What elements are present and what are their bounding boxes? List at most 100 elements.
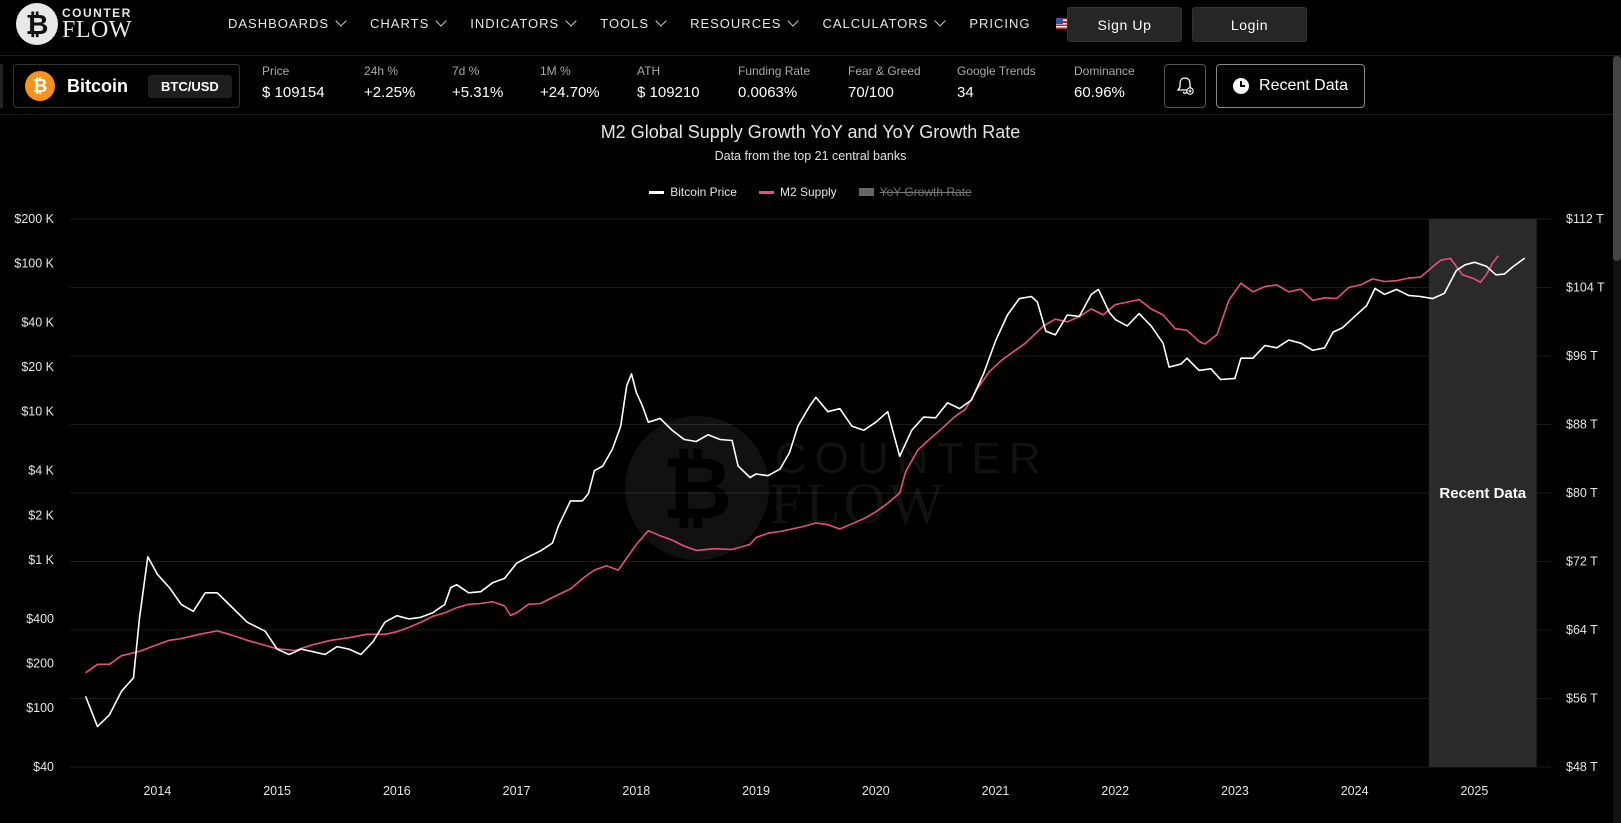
menu-label: CHARTS [370, 15, 430, 31]
legend-m2-supply[interactable]: M2 Supply [758, 185, 837, 199]
right-axis-tick: $64 T [1566, 623, 1598, 637]
left-axis-tick: $40 K [21, 316, 54, 330]
login-button[interactable]: Login [1192, 7, 1307, 42]
price-alert-button[interactable] [1164, 64, 1206, 108]
menu-pricing[interactable]: PRICING [969, 16, 1030, 31]
stat-1m: 1M % +24.70% [540, 64, 600, 101]
x-axis-tick: 2014 [143, 784, 171, 798]
coin-selector[interactable]: ₿ Bitcoin BTC/USD [13, 64, 240, 108]
brand-line-2: FLOW [62, 16, 132, 43]
brand-wordmark: COUNTER FLOW [62, 7, 132, 42]
legend-label: YoY Growth Rate [879, 185, 972, 199]
right-axis-tick: $88 T [1566, 418, 1598, 432]
stat-24h: 24h % +2.25% [364, 64, 415, 101]
stat-value: 60.96% [1074, 84, 1125, 101]
language-selector[interactable] [1055, 14, 1090, 29]
bitcoin-logo-icon: ₿ [16, 3, 58, 45]
chevron-down-icon [934, 14, 946, 27]
legend-swatch [649, 190, 665, 194]
brand-line-1: COUNTER [62, 5, 132, 20]
menu-label: CALCULATORS [822, 15, 929, 31]
menu-resources[interactable]: RESOURCES [690, 14, 800, 31]
legend-swatch [858, 188, 874, 196]
right-axis-tick: $112 T [1566, 212, 1604, 226]
x-axis-tick: 2016 [383, 784, 411, 798]
left-axis-tick: $20 K [21, 360, 54, 374]
menu-label: PRICING [969, 15, 1031, 31]
left-axis-tick: $1 K [28, 553, 54, 567]
stat-ath: ATH $ 109210 [637, 64, 700, 101]
x-axis-tick: 2025 [1460, 784, 1488, 798]
left-axis: $200 K $100 K $40 K $20 K $10 K $4 K $2 K $1 K $… [14, 212, 54, 774]
menu-label: RESOURCES [690, 15, 782, 31]
legend-yoy-growth-rate[interactable]: YoY Growth Rate [858, 185, 972, 199]
stat-price: Price $ 109154 [262, 64, 325, 101]
right-axis-tick: $56 T [1566, 692, 1598, 706]
recent-data-label: Recent Data [1259, 77, 1348, 94]
left-axis-tick: $400 [26, 612, 54, 626]
menu-calculators[interactable]: CALCULATORS [822, 14, 946, 31]
legend-swatch [758, 190, 774, 194]
right-axis-tick: $48 T [1566, 760, 1598, 774]
coin-name: Bitcoin [67, 75, 128, 96]
scrollbar-track[interactable] [1613, 56, 1621, 823]
left-axis-tick: $100 K [14, 257, 54, 271]
pair-badge: BTC/USD [148, 74, 232, 98]
right-axis-tick: $104 T [1566, 281, 1605, 295]
chevron-down-icon [787, 14, 800, 27]
stat-7d: 7d % +5.31% [452, 64, 503, 101]
x-axis-tick: 2019 [742, 784, 770, 798]
left-axis-tick: $2 K [28, 508, 54, 522]
stat-value: $ 109210 [637, 84, 700, 101]
stat-value: 34 [957, 84, 974, 101]
chart-gridlines [70, 218, 1551, 768]
series-m2-supply-line [85, 255, 1499, 674]
chevron-down-icon [655, 14, 667, 27]
stat-value: 70/100 [848, 84, 894, 101]
right-axis-tick: $72 T [1566, 555, 1598, 569]
stat-label: Fear & Greed [848, 64, 921, 78]
m2-btc-chart: Recent Data ₿ COUNTER FLOW $200 K$100 K$… [14, 212, 1605, 798]
main-menu: DASHBOARDS CHARTS INDICATORS TOOLS RESOU… [228, 0, 1113, 46]
chevron-down-icon [335, 14, 347, 27]
signup-button[interactable]: Sign Up [1067, 7, 1182, 42]
x-axis-tick: 2018 [622, 784, 650, 798]
ticker-bar: ₿ Bitcoin BTC/USD Price $ 109154 24h % +2.… [0, 56, 1621, 115]
menu-label: TOOLS [600, 15, 650, 31]
legend-label: Bitcoin Price [670, 185, 737, 199]
series-bitcoin-price-line [84, 257, 1526, 728]
brand-logo[interactable]: ₿ COUNTER FLOW [16, 2, 132, 46]
us-flag-icon [1055, 17, 1072, 29]
stat-label: Price [262, 64, 290, 78]
menu-tools[interactable]: TOOLS [600, 14, 667, 31]
recent-data-band: Recent Data [1428, 219, 1537, 767]
menu-indicators[interactable]: INDICATORS [470, 14, 577, 31]
stat-label: Funding Rate [738, 64, 811, 78]
stat-funding-rate: Funding Rate 0.0063% [738, 64, 810, 101]
menu-label: INDICATORS [470, 15, 560, 31]
chevron-down-icon [435, 14, 447, 27]
right-axis-tick: $96 T [1566, 349, 1598, 363]
left-axis-tick: $4 K [28, 464, 54, 478]
left-axis-tick: $10 K [21, 405, 54, 419]
clock-icon [1233, 78, 1250, 94]
chart-series [84, 255, 1526, 728]
recent-data-region [1428, 219, 1537, 767]
scrollbar-thumb[interactable] [1613, 56, 1621, 261]
stat-value: +2.25% [364, 84, 416, 101]
left-axis-tick: $200 [26, 656, 54, 670]
menu-charts[interactable]: CHARTS [370, 14, 447, 31]
x-axis-tick: 2024 [1341, 784, 1369, 798]
right-axis-tick: $80 T [1566, 486, 1598, 500]
stat-dominance: Dominance 60.96% [1074, 64, 1135, 101]
counterflow-watermark: ₿ COUNTER FLOW [625, 416, 1041, 560]
left-axis-tick: $100 [26, 701, 54, 715]
menu-dashboards[interactable]: DASHBOARDS [228, 14, 347, 31]
left-axis-tick: $200 K [14, 212, 54, 226]
right-axis: $112 T $104 T $96 T $88 T $80 T $72 T $64 T $56… [1566, 212, 1605, 774]
chart-title: M2 Global Supply Growth YoY and YoY Grow… [600, 122, 1021, 142]
recent-data-button[interactable]: Recent Data [1216, 64, 1365, 108]
legend-bitcoin-price[interactable]: Bitcoin Price [649, 185, 737, 199]
stat-label: 7d % [452, 64, 480, 78]
